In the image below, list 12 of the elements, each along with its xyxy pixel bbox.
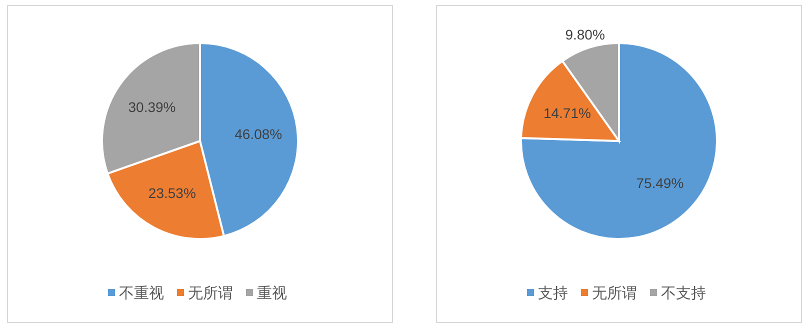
legend-label: 支持: [538, 285, 568, 302]
legend-label: 无所谓: [188, 285, 233, 302]
legend-label: 不重视: [119, 285, 164, 302]
data-label: 46.08%: [234, 126, 282, 142]
data-label: 75.49%: [636, 175, 684, 192]
data-label: 9.80%: [565, 26, 605, 42]
data-label: 23.53%: [148, 184, 196, 201]
data-label: 30.39%: [128, 99, 176, 116]
legend-label: 重视: [257, 285, 287, 302]
legend-label: 不支持: [661, 285, 706, 302]
legend-label: 无所谓: [592, 285, 637, 302]
data-label: 14.71%: [543, 105, 591, 122]
